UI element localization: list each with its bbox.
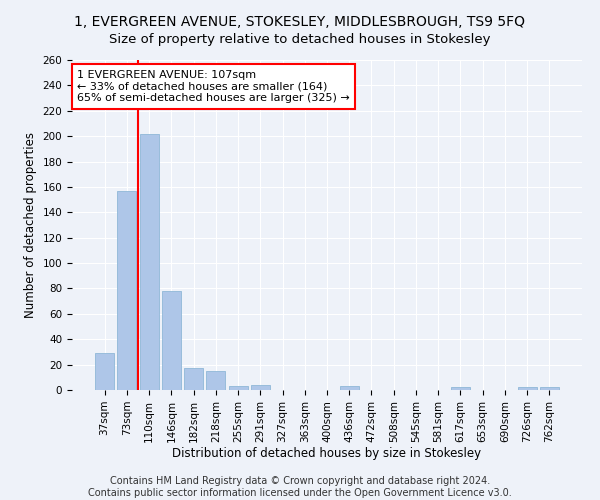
Bar — [118, 190, 136, 390]
Bar — [229, 386, 248, 390]
Bar — [518, 388, 536, 390]
Text: Size of property relative to detached houses in Stokesley: Size of property relative to detached ho… — [109, 32, 491, 46]
Bar — [251, 385, 270, 390]
Bar — [340, 386, 359, 390]
Text: 1, EVERGREEN AVENUE, STOKESLEY, MIDDLESBROUGH, TS9 5FQ: 1, EVERGREEN AVENUE, STOKESLEY, MIDDLESB… — [74, 15, 526, 29]
Bar — [162, 291, 181, 390]
Bar — [184, 368, 203, 390]
X-axis label: Distribution of detached houses by size in Stokesley: Distribution of detached houses by size … — [172, 448, 482, 460]
Bar — [451, 388, 470, 390]
Text: 1 EVERGREEN AVENUE: 107sqm
← 33% of detached houses are smaller (164)
65% of sem: 1 EVERGREEN AVENUE: 107sqm ← 33% of deta… — [77, 70, 350, 103]
Text: Contains HM Land Registry data © Crown copyright and database right 2024.
Contai: Contains HM Land Registry data © Crown c… — [88, 476, 512, 498]
Bar — [140, 134, 158, 390]
Y-axis label: Number of detached properties: Number of detached properties — [24, 132, 37, 318]
Bar — [95, 353, 114, 390]
Bar — [206, 371, 225, 390]
Bar — [540, 388, 559, 390]
